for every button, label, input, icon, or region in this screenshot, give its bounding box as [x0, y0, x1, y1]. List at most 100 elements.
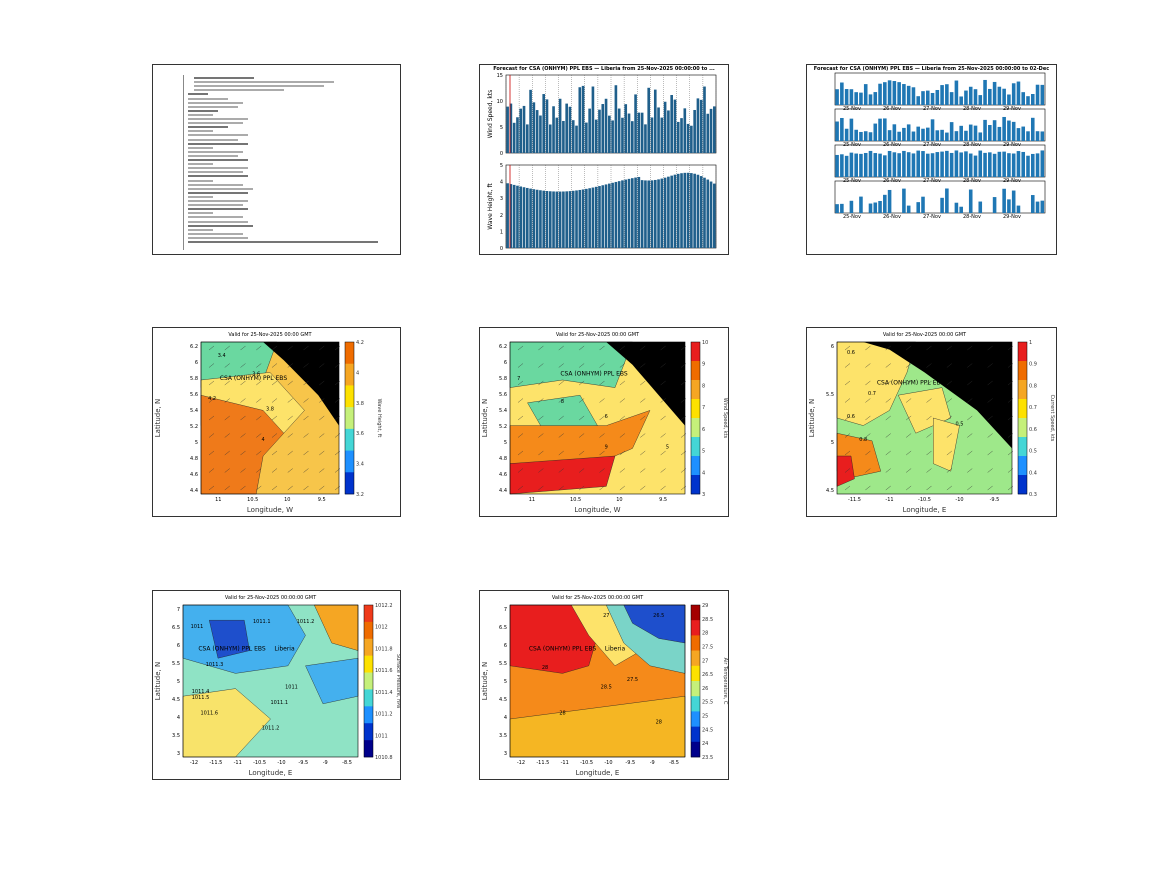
colorbar-tick: 0.7: [1029, 405, 1037, 411]
bar: [849, 152, 854, 177]
bar: [835, 89, 839, 105]
vector-arrow: [240, 363, 246, 368]
contour-label: 1011.6: [201, 710, 219, 716]
y-tick: 7: [504, 607, 507, 613]
bar: [1035, 201, 1040, 213]
vector-arrow: [303, 450, 309, 456]
bar: [911, 87, 916, 105]
x-tick: -9.5: [990, 497, 1000, 503]
wave-bar: [660, 178, 664, 248]
bar: [883, 82, 887, 105]
y-tick: 4.5: [172, 697, 180, 703]
contour-label: 0.7: [868, 391, 876, 397]
wave-bar: [647, 180, 651, 248]
vector-arrow: [256, 433, 262, 438]
wind-bar: [621, 117, 624, 153]
vector-arrow: [640, 363, 646, 368]
wave-bar: [588, 188, 591, 248]
wind-bar: [696, 98, 700, 153]
vector-arrow: [640, 380, 646, 386]
wind-bar: [614, 85, 618, 153]
wind-bar: [571, 120, 575, 153]
wave-bar: [506, 183, 509, 248]
colorbar-segment: [691, 711, 700, 727]
wind-bar: [588, 108, 591, 153]
colorbar-segment: [1018, 418, 1027, 438]
bar: [997, 151, 1002, 177]
vector-arrow: [967, 415, 973, 421]
vector-arrow: [640, 450, 646, 456]
colorbar-segment: [691, 361, 700, 381]
bar: [968, 189, 973, 213]
contour-label: 4: [262, 437, 265, 443]
vector-arrow: [558, 363, 564, 368]
subplot-axes: [834, 108, 1046, 142]
x-tick: -11: [234, 760, 242, 766]
vector-arrow: [640, 485, 646, 491]
wave-bar: [555, 191, 559, 248]
colorbar-segment: [364, 689, 373, 707]
wind-bar: [706, 113, 710, 153]
y-tick: 6: [504, 360, 507, 366]
bar: [883, 194, 887, 213]
vector-arrow: [926, 398, 932, 403]
bar: [1011, 83, 1016, 105]
vector-arrow: [538, 433, 544, 438]
wave-bar: [512, 184, 516, 248]
wave-bar: [624, 179, 628, 248]
report-line: [188, 97, 228, 100]
colorbar-segment: [691, 650, 700, 667]
colorbar-segment: [691, 399, 700, 419]
wave-ytick: 3: [500, 196, 503, 202]
wind-bar: [542, 94, 546, 153]
contour-label: 27.5: [627, 677, 638, 683]
vector-arrow: [224, 380, 230, 386]
bar: [1011, 153, 1016, 177]
wave-bar: [693, 173, 696, 248]
colorbar-tick: 27.5: [702, 644, 713, 650]
vector-arrow: [579, 398, 585, 403]
wave-bar: [699, 176, 703, 248]
wind-ytick: 5: [500, 125, 503, 131]
report-line: [188, 159, 248, 161]
bar: [925, 153, 930, 177]
vector-arrow: [885, 398, 891, 403]
colorbar-segment: [691, 437, 700, 457]
contour-region: [208, 620, 250, 659]
bar: [1007, 94, 1011, 105]
vector-arrow: [579, 363, 585, 368]
wave-bar: [598, 186, 601, 248]
x-tick: -11.5: [209, 760, 222, 766]
y-tick: 6.5: [499, 625, 507, 631]
report-line: [188, 167, 248, 170]
wind-bar: [634, 94, 637, 153]
wind-bar: [630, 121, 634, 153]
colorbar-tick: 1011.8: [375, 646, 393, 652]
vector-arrow: [224, 433, 230, 438]
vector-arrow: [224, 415, 230, 421]
colorbar-tick: 0.4: [1029, 470, 1037, 476]
contour-label: 1011.1: [253, 619, 271, 625]
x-tick: -9: [323, 760, 328, 766]
vector-arrow: [517, 363, 524, 368]
vector-arrow: [303, 363, 309, 368]
wind-bar: [637, 112, 641, 153]
air-temp-map-panel: Valid for 25-Nov-2025 00:00:00 GMT 27 26.5…: [479, 590, 729, 780]
vector-arrow: [558, 380, 564, 386]
wind-bar: [644, 124, 647, 153]
wave-bar: [552, 191, 555, 248]
station-label: CSA (ONHYM) PPL EBS: [198, 646, 266, 653]
bar: [992, 153, 997, 177]
wind-bar: [640, 112, 644, 153]
bar: [859, 196, 863, 213]
wave-bar: [630, 178, 634, 248]
bar: [925, 127, 930, 141]
y-tick: 3: [504, 751, 507, 757]
bar: [854, 92, 858, 105]
bar: [854, 129, 858, 141]
report-line: [188, 113, 213, 116]
x-label: Longitude, W: [574, 506, 620, 514]
bar: [844, 155, 849, 177]
bar: [992, 120, 997, 141]
timeseries-chart: 0 5 10 15 Wind Speed, kts 0 1 2 3 4 5 Wave Height, …: [487, 73, 717, 252]
